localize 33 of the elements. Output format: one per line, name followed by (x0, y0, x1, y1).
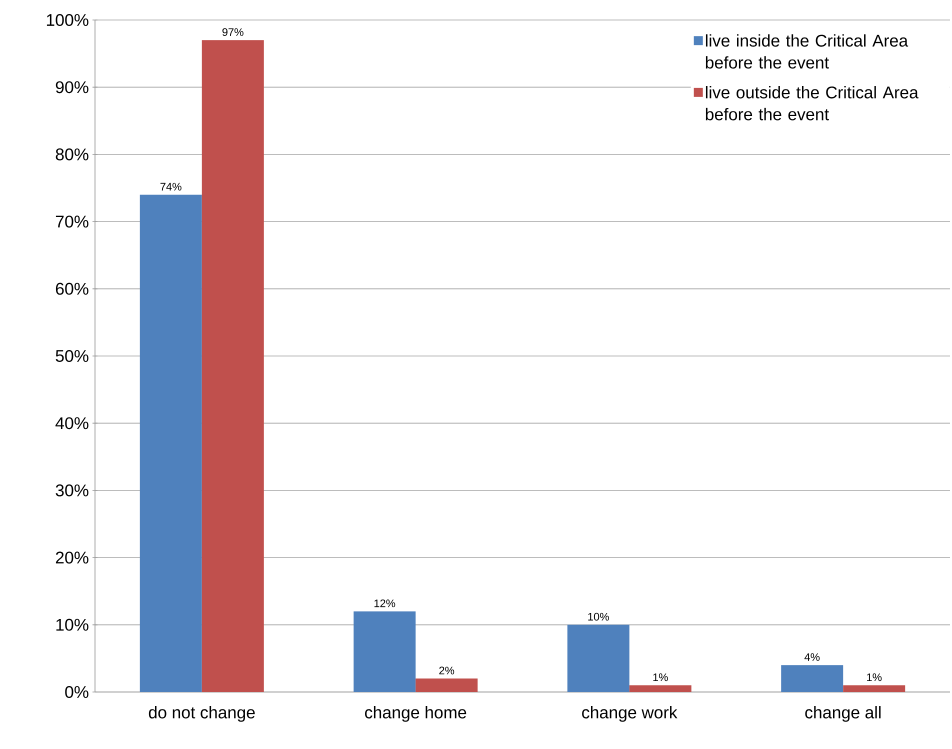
bar (629, 685, 692, 692)
data-label: 97% (222, 28, 244, 36)
y-tick-label: 40% (55, 417, 88, 430)
y-tick-label: 0% (65, 686, 88, 698)
y-tick-label: 10% (56, 618, 88, 631)
x-tick-label: change home (365, 706, 466, 722)
bar (567, 624, 630, 692)
bar (140, 194, 202, 692)
data-label: 1% (867, 673, 882, 682)
y-tick-label: 20% (56, 552, 88, 564)
data-label: 10% (588, 612, 609, 621)
y-tick-label: 70% (56, 216, 88, 228)
y-tick-label: 80% (56, 148, 88, 160)
y-tick-label: 30% (56, 484, 88, 496)
y-tick-label: 100% (46, 14, 88, 26)
data-label: 74% (160, 182, 182, 191)
bar (781, 665, 844, 692)
data-label: 2% (439, 666, 454, 674)
x-tick-label: change all (805, 706, 881, 722)
legend-label: live outside the Critical Area before the event (706, 86, 918, 120)
bar (416, 678, 478, 692)
bar (202, 40, 264, 692)
data-label: 1% (653, 673, 668, 682)
data-label: 12% (374, 599, 396, 608)
data-label: 4% (804, 653, 820, 661)
y-tick-label: 90% (56, 81, 88, 94)
legend-label: live inside the Critical Area before the event (706, 34, 908, 69)
bar (843, 685, 906, 692)
y-tick-label: 50% (56, 350, 88, 362)
bar (354, 611, 416, 692)
x-tick-label: do not change (148, 706, 255, 722)
x-tick-label: change work (582, 706, 678, 722)
y-tick-label: 60% (56, 282, 88, 295)
